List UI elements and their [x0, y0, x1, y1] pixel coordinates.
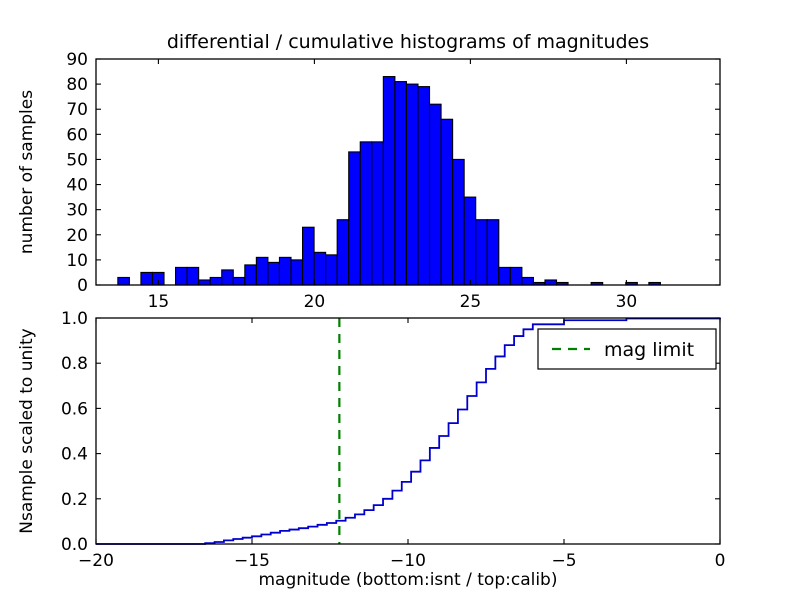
top-y-tick-label: 80 [66, 75, 88, 95]
histogram-bar [303, 227, 315, 285]
top-y-tick-label: 10 [66, 251, 88, 271]
bottom-y-tick-label: 0.0 [61, 535, 88, 555]
top-y-tick-label: 70 [66, 100, 88, 120]
histogram-bar [233, 277, 245, 285]
top-x-tick-label: 25 [460, 292, 482, 312]
histogram-bar [499, 267, 511, 285]
top-x-tick-label: 30 [616, 292, 638, 312]
legend[interactable]: mag limit [538, 329, 716, 369]
bottom-x-tick-label: −5 [551, 551, 576, 571]
histogram-bar [268, 262, 280, 285]
histogram-bar [256, 257, 268, 285]
histogram-bar [222, 270, 234, 285]
histogram-bar [464, 197, 476, 285]
histogram-bar [279, 257, 291, 285]
histogram-bar [522, 277, 534, 285]
histogram-bar [210, 277, 222, 285]
histogram-bar [326, 255, 338, 285]
histogram-bar [545, 280, 557, 285]
top-y-axis-label: number of samples [17, 90, 37, 254]
histogram-bar [337, 220, 349, 285]
bottom-x-axis-label: magnitude (bottom:isnt / top:calib) [259, 570, 558, 590]
top-y-tick-label: 60 [66, 125, 88, 145]
matplotlib-figure: differential / cumulative histograms of … [0, 0, 800, 600]
top-x-tick-label: 15 [148, 292, 170, 312]
histogram-bar [418, 87, 430, 285]
bottom-y-tick-label: 0.8 [61, 354, 88, 374]
histogram-bar [245, 265, 257, 285]
histogram-bar [441, 119, 453, 285]
histogram-bar [406, 84, 418, 285]
top-y-tick-label: 90 [66, 50, 88, 70]
histogram-bar [476, 220, 488, 285]
histogram-bar [141, 272, 153, 285]
bottom-x-tick-label: 0 [715, 551, 726, 571]
bottom-y-tick-label: 0.4 [61, 445, 88, 465]
histogram-bar [176, 267, 188, 285]
bottom-y-tick-label: 0.6 [61, 399, 88, 419]
top-y-tick-label: 30 [66, 201, 88, 221]
bottom-x-tick-label: −10 [390, 551, 426, 571]
histogram-bar [199, 280, 211, 285]
histogram-bar [372, 142, 384, 285]
top-y-tick-label: 20 [66, 226, 88, 246]
histogram-bar [383, 77, 395, 285]
histogram-bar [314, 252, 326, 285]
bottom-y-tick-label: 1.0 [61, 309, 88, 329]
histogram-bar [118, 277, 130, 285]
top-y-tick-label: 50 [66, 150, 88, 170]
histogram-bar [360, 142, 372, 285]
top-y-tick-label: 40 [66, 176, 88, 196]
figure-canvas: differential / cumulative histograms of … [0, 0, 800, 600]
bottom-y-tick-label: 0.2 [61, 490, 88, 510]
histogram-bar [430, 104, 442, 285]
bottom-x-tick-label: −15 [234, 551, 270, 571]
histogram-bar [453, 159, 465, 285]
histogram-bar [395, 82, 407, 285]
histogram-bar [510, 267, 522, 285]
histogram-bar [187, 267, 199, 285]
histogram-bar [487, 220, 499, 285]
top-y-tick-label: 0 [77, 276, 88, 296]
top-x-tick-label: 20 [304, 292, 326, 312]
legend-mag-limit-label: mag limit [604, 339, 694, 361]
bottom-y-axis-label: Nsample scaled to unity [17, 328, 37, 533]
page-title: differential / cumulative histograms of … [167, 31, 649, 53]
histogram-bar [291, 260, 303, 285]
histogram-bar [349, 152, 361, 285]
